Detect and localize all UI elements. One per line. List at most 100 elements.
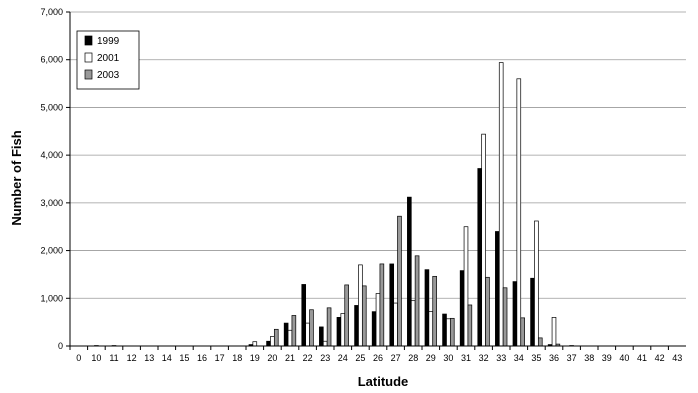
y-tick-label: 5,000 xyxy=(40,102,63,112)
x-tick-label: 34 xyxy=(514,353,524,363)
x-tick-label: 42 xyxy=(655,353,665,363)
x-tick-label: 37 xyxy=(567,353,577,363)
y-tick-label: 2,000 xyxy=(40,246,63,256)
x-tick-label: 19 xyxy=(250,353,260,363)
bar-1999-28 xyxy=(407,196,412,347)
bar-2003-35 xyxy=(537,337,543,347)
x-tick-label: 35 xyxy=(531,353,541,363)
y-axis-title: Number of Fish xyxy=(9,130,24,225)
x-tick-label: 21 xyxy=(285,353,295,363)
bar-2001-23 xyxy=(322,340,328,347)
bar-1999-30 xyxy=(442,313,447,347)
y-tick-label: 6,000 xyxy=(40,55,63,65)
x-tick-label: 28 xyxy=(408,353,418,363)
x-tick-label: 36 xyxy=(549,353,559,363)
bar-2003-22 xyxy=(309,309,314,347)
bar-1999-21 xyxy=(283,322,289,347)
bar-2003-34 xyxy=(520,317,525,347)
bar-2001-26 xyxy=(375,293,381,347)
bar-2003-25 xyxy=(361,285,367,347)
bar-2001-32 xyxy=(481,133,486,347)
bar-1999-27 xyxy=(389,263,395,347)
bar-1999-29 xyxy=(424,269,430,347)
x-tick-label: 43 xyxy=(672,353,682,363)
x-tick-label: 40 xyxy=(619,353,629,363)
bar-2001-20 xyxy=(270,336,275,347)
x-tick-label: 16 xyxy=(197,353,207,363)
bar-2001-27 xyxy=(393,302,398,347)
bar-2001-33 xyxy=(498,62,504,347)
bar-1999-20 xyxy=(266,340,271,347)
y-tick-label: 4,000 xyxy=(40,150,63,160)
x-tick-label: 30 xyxy=(443,353,453,363)
bar-2003-26 xyxy=(379,263,385,347)
y-tick-label: 1,000 xyxy=(40,293,63,303)
bar-2001-22 xyxy=(305,322,310,347)
bar-2001-30 xyxy=(446,318,451,347)
x-axis-title: Latitude xyxy=(358,374,409,389)
x-tick-label: 15 xyxy=(179,353,189,363)
x-tick-label: 12 xyxy=(127,353,137,363)
bar-2001-29 xyxy=(428,311,434,347)
x-tick-label: 41 xyxy=(637,353,647,363)
bar-2003-32 xyxy=(485,276,490,347)
legend: 1999 2001 2003 xyxy=(76,30,140,90)
bar-1999-34 xyxy=(512,281,518,347)
bar-1999-31 xyxy=(459,270,465,347)
gridlines xyxy=(66,11,686,347)
x-tick-label: 33 xyxy=(496,353,506,363)
y-tick-label: 3,000 xyxy=(40,198,63,208)
legend-swatch xyxy=(84,52,93,63)
bar-2003-27 xyxy=(397,215,402,347)
bar-2001-24 xyxy=(340,313,346,347)
legend-swatch xyxy=(84,35,93,46)
bar-1999-22 xyxy=(301,284,307,347)
bar-2001-31 xyxy=(463,226,469,347)
x-tick-label: 24 xyxy=(338,353,348,363)
bar-2003-31 xyxy=(467,304,473,347)
bar-1999-32 xyxy=(477,168,483,347)
legend-label: 1999 xyxy=(97,36,120,47)
bar-2003-33 xyxy=(502,287,508,347)
y-tick-label: 7,000 xyxy=(40,7,63,17)
bar-2001-36 xyxy=(551,317,557,347)
bar-2003-24 xyxy=(344,284,349,347)
bar-1999-35 xyxy=(530,277,535,347)
bars xyxy=(94,62,574,347)
x-tick-label: 11 xyxy=(109,353,118,363)
bar-2003-29 xyxy=(432,275,437,347)
x-tick-label: 13 xyxy=(144,353,154,363)
legend-label: 2001 xyxy=(97,53,120,64)
bar-1999-23 xyxy=(319,326,324,347)
bar-2003-28 xyxy=(414,255,420,347)
bar-2003-30 xyxy=(449,317,455,347)
x-tick-label: 17 xyxy=(215,353,225,363)
bar-2001-35 xyxy=(534,220,539,347)
x-tick-label: 0 xyxy=(76,353,81,363)
x-tick-label: 26 xyxy=(373,353,383,363)
x-tick-label: 27 xyxy=(391,353,401,363)
bar-2001-21 xyxy=(287,329,293,347)
x-tick-label: 38 xyxy=(584,353,594,363)
bar-2003-21 xyxy=(291,315,297,347)
bar-1999-26 xyxy=(371,311,377,347)
x-tick-label: 39 xyxy=(602,353,612,363)
bar-1999-24 xyxy=(336,317,342,347)
x-tick-label: 25 xyxy=(355,353,365,363)
x-tick-label: 31 xyxy=(461,353,471,363)
x-tick-label: 22 xyxy=(303,353,313,363)
bar-1999-25 xyxy=(354,305,359,347)
x-tick-label: 29 xyxy=(426,353,436,363)
x-tick-labels: 0 10 11 12 13 14 15 16 17 18 19 20 21 22 23 24 25 26 27 28 2… xyxy=(69,346,682,363)
bar-2001-19 xyxy=(252,341,258,347)
y-tick-labels: 0 1,000 2,000 3,000 4,000 5,000 6,000 7,000 xyxy=(40,7,63,351)
x-tick-label: 14 xyxy=(162,353,172,363)
legend-swatch xyxy=(84,69,93,80)
bar-2001-25 xyxy=(358,264,363,347)
bar-2001-34 xyxy=(516,78,522,347)
bar-1999-33 xyxy=(495,231,500,347)
x-tick-label: 23 xyxy=(320,353,330,363)
y-tick-label: 0 xyxy=(58,341,63,351)
x-tick-label: 32 xyxy=(479,353,489,363)
x-tick-label: 10 xyxy=(91,353,101,363)
